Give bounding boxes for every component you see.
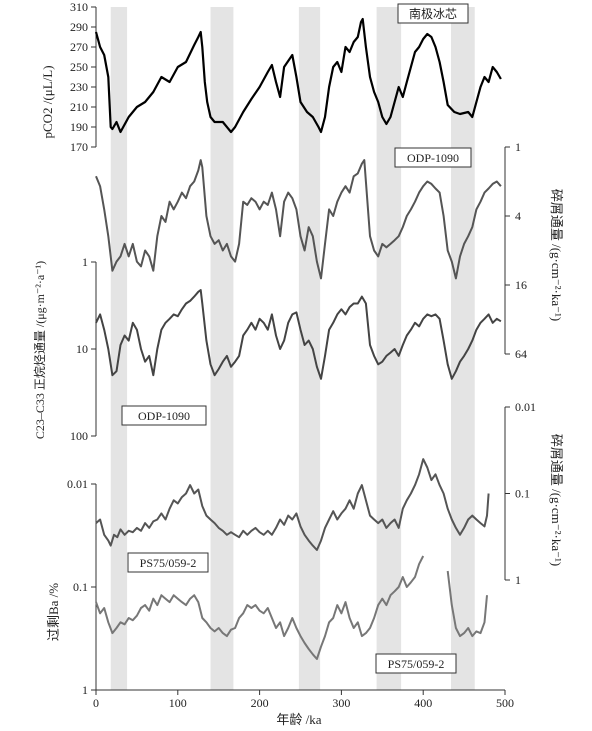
ps75-ba-y-tick-label-1: 1	[82, 683, 88, 697]
odp-detrital-record-label: ODP-1090	[407, 151, 459, 165]
x-tick-label-200: 200	[251, 696, 269, 710]
shaded-band-3	[298, 7, 321, 690]
odp-detrital-y-tick-label-4: 4	[515, 209, 521, 223]
co2-y-tick-label-190: 190	[70, 120, 88, 134]
odp-alkanes-series-line	[95, 289, 502, 380]
y-axis-title-ps75-detrital: 碎屑通量 /(g·cm⁻²·ka⁻¹)	[549, 434, 564, 566]
co2-y-tick-label-290: 290	[70, 20, 88, 34]
ps75-ba-label-box	[375, 653, 457, 674]
ps75-detrital-y-tick-label-0.01: 0.01	[515, 400, 536, 414]
y-axis-title-odp-alkanes: C23–C33 正烷烃通量 /(μg·m⁻²·a⁻¹)	[33, 261, 47, 439]
odp-detrital-y-tick-label-16: 16	[515, 278, 527, 292]
ps75-detrital-label-box	[127, 552, 209, 573]
x-tick-label-0: 0	[93, 696, 99, 710]
shaded-band-5	[451, 7, 475, 690]
panel-labels: 南极冰芯 ODP-1090 ODP-1090 PS75/059-2 PS75/059-2	[121, 3, 472, 674]
odp-detrital-y-tick-label-64: 64	[515, 347, 527, 361]
odp-alkanes-y-tick-label-100: 100	[70, 429, 88, 443]
shaded-band-2	[210, 7, 234, 690]
odp-alkanes-y-tick-label-1: 1	[82, 255, 88, 269]
co2-y-tick-label-210: 210	[70, 100, 88, 114]
co2-label-box	[397, 3, 469, 24]
odp-alkanes-y-tick-label-10: 10	[76, 342, 88, 356]
ps75-detrital-record-label: PS75/059-2	[140, 556, 197, 570]
x-axis-title: 年龄 /ka	[276, 712, 321, 727]
ps75-ba-series-line-2	[446, 570, 488, 638]
odp-alkanes-label-box	[121, 405, 207, 426]
co2-y-tick-label-230: 230	[70, 80, 88, 94]
x-tick-label-500: 500	[496, 696, 514, 710]
co2-record-label: 南极冰芯	[409, 6, 457, 21]
odp-detrital-y-tick-label-1: 1	[515, 140, 521, 154]
ps75-detrital-y-tick-label-1: 1	[515, 573, 521, 587]
data-series-layer	[94, 17, 502, 660]
ps75-detrital-series-line	[95, 458, 490, 551]
x-tick-label-100: 100	[169, 696, 187, 710]
co2-series-line	[94, 17, 502, 134]
co2-y-tick-label-310: 310	[70, 0, 88, 14]
odp-detrital-series-line	[95, 159, 502, 280]
ps75-ba-y-tick-label-0.1: 0.1	[73, 580, 88, 594]
y-axis-title-co2: pCO2 /(μL/L)	[40, 65, 55, 138]
x-tick-label-400: 400	[414, 696, 432, 710]
y-axis-title-ps75-ba: 过剩Ba /%	[46, 583, 61, 641]
ps75-ba-series-line-1	[95, 555, 425, 660]
ps75-detrital-y-tick-label-0.1: 0.1	[515, 487, 530, 501]
co2-y-tick-label-270: 270	[70, 40, 88, 54]
odp-alkanes-record-label: ODP-1090	[138, 409, 190, 423]
odp-detrital-label-box	[394, 147, 472, 168]
ps75-ba-y-tick-label-0.01: 0.01	[67, 477, 88, 491]
ps75-ba-record-label: PS75/059-2	[388, 657, 445, 671]
chart-axes: 0 100 200 300 400 500 170 190 210 230 250 270 290 310…	[67, 0, 536, 710]
shaded-band-1	[110, 7, 128, 690]
co2-y-tick-label-250: 250	[70, 60, 88, 74]
co2-y-tick-label-170: 170	[70, 140, 88, 154]
glacial-shading-bands	[110, 7, 475, 690]
y-axis-title-odp-detrital: 碎屑通量 /(g·cm⁻²·ka⁻¹)	[549, 189, 564, 321]
x-tick-label-300: 300	[332, 696, 350, 710]
